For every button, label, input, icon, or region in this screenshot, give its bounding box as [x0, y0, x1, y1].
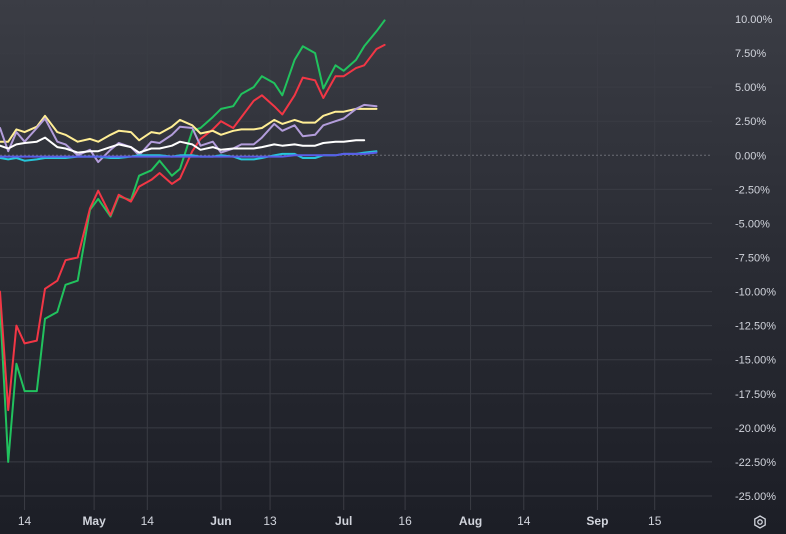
y-tick-label: -5.00%: [735, 218, 770, 230]
x-tick-label: Jun: [210, 514, 231, 528]
y-tick-label: 2.50%: [735, 116, 766, 128]
y-tick-label: -7.50%: [735, 253, 770, 265]
x-tick-label: 15: [648, 514, 662, 528]
y-tick-label: -15.00%: [735, 355, 776, 367]
series-line-3: [0, 107, 378, 143]
series-line-6: [0, 150, 378, 162]
y-tick-label: 10.00%: [735, 14, 773, 26]
x-axis-ticks: 14 May 14 Jun 13 Jul 16 Aug 14 Sep 15: [18, 514, 662, 528]
y-axis-ticks: 10.00% 7.50% 5.00% 2.50% 0.00% -2.50% -5.00% -7…: [735, 14, 776, 503]
y-tick-label: -2.50%: [735, 184, 770, 196]
x-tick-label: 13: [263, 514, 277, 528]
series-line-7: [0, 151, 378, 158]
x-tick-label: 14: [18, 514, 32, 528]
x-tick-label: 16: [398, 514, 412, 528]
series-lines: [0, 19, 386, 463]
y-tick-label: -10.00%: [735, 287, 776, 299]
series-line-5: [0, 136, 366, 154]
series-line-4: [0, 103, 378, 164]
y-tick-label: 7.50%: [735, 48, 766, 60]
y-tick-label: -22.50%: [735, 457, 776, 469]
x-tick-label: Jul: [335, 514, 352, 528]
x-tick-label: Sep: [586, 514, 608, 528]
chart-settings-button[interactable]: [750, 512, 770, 532]
y-tick-label: -25.00%: [735, 491, 776, 503]
gear-icon: [754, 515, 766, 529]
x-tick-label: 14: [141, 514, 155, 528]
y-tick-label: 0.00%: [735, 150, 766, 162]
x-tick-label: 14: [517, 514, 531, 528]
series-line-1: [0, 19, 386, 463]
y-tick-label: -17.50%: [735, 389, 776, 401]
series-line-2: [0, 43, 386, 412]
y-tick-label: 5.00%: [735, 82, 766, 94]
x-tick-label: May: [82, 514, 106, 528]
x-tick-label: Aug: [459, 514, 482, 528]
grid-lines: [0, 0, 712, 510]
y-tick-label: -12.50%: [735, 321, 776, 333]
y-tick-label: -20.00%: [735, 423, 776, 435]
